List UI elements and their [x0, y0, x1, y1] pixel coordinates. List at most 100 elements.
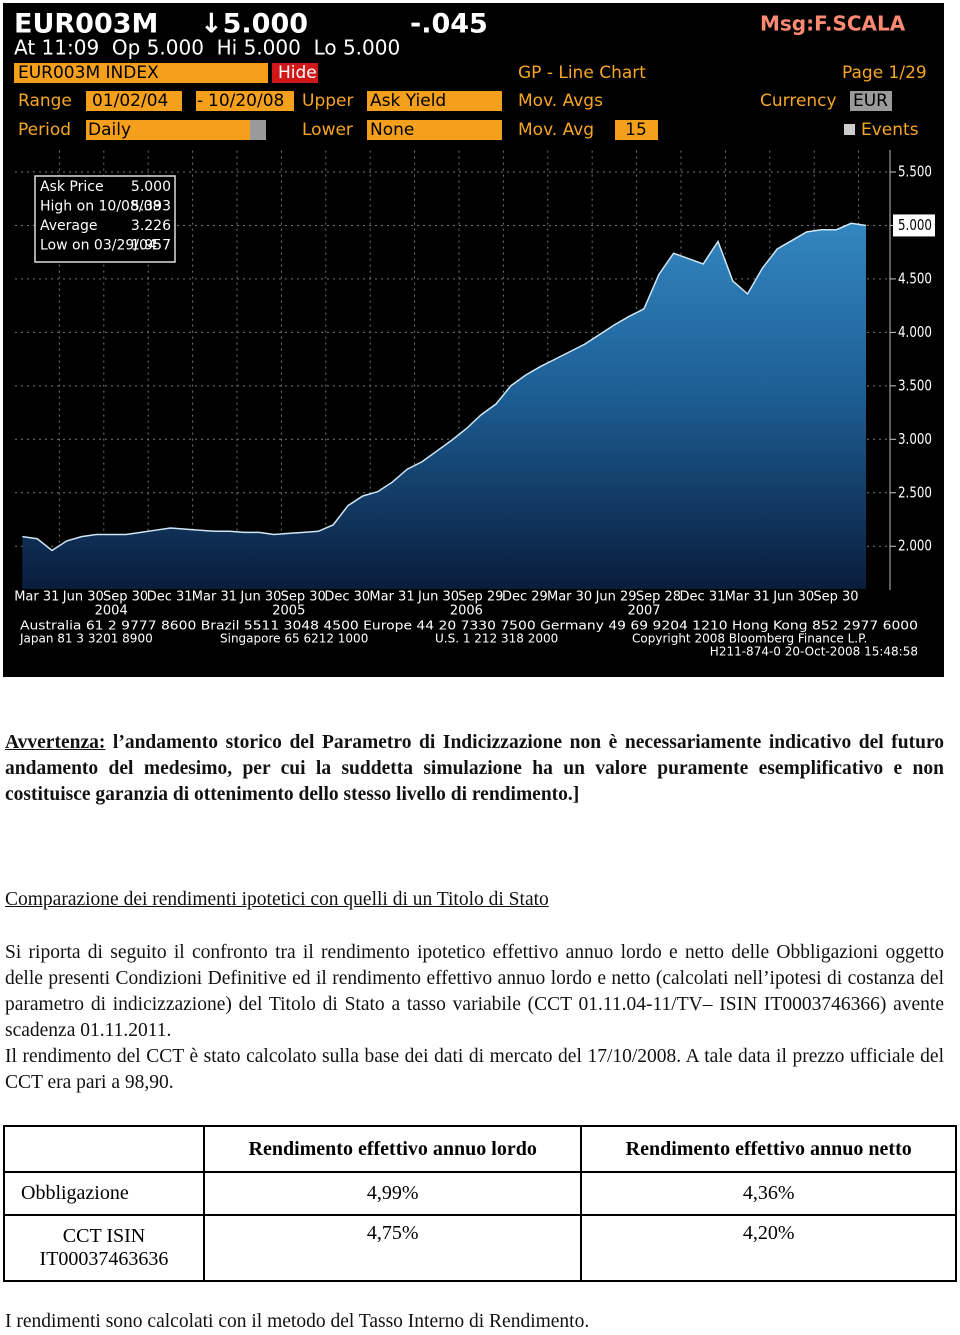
- year-label: 2007: [627, 604, 660, 619]
- y-tick-label: 2.500: [898, 483, 932, 501]
- x-tick-label: Jun 30: [239, 590, 281, 605]
- dropdown[interactable]: [250, 120, 266, 140]
- note: I rendimenti sono calcolati con il metod…: [5, 1311, 590, 1332]
- field-bg: [14, 63, 268, 83]
- table: Rendimento effettivo annuo lordo Rendime…: [3, 1125, 957, 1282]
- button-bg[interactable]: [272, 63, 318, 83]
- change: -.045: [410, 9, 488, 40]
- field[interactable]: 10/20/08: [208, 91, 284, 111]
- field-bg[interactable]: [850, 91, 892, 111]
- x-tick-label: Jun 30: [62, 590, 104, 605]
- section-title: Comparazione dei rendimenti ipotetici co…: [5, 887, 944, 913]
- stat-value: 5.393: [131, 199, 171, 215]
- field[interactable]: None: [370, 120, 414, 140]
- x-tick-label: Jun 29: [595, 590, 637, 605]
- security: EUR003M INDEX: [18, 63, 159, 83]
- field-bg[interactable]: [615, 120, 658, 140]
- y-tick-label: 3.500: [898, 376, 932, 394]
- footer-line: Japan 81 3 3201 8900: [19, 632, 153, 646]
- paragraph: Il rendimento del CCT è stato calcolato …: [5, 1046, 944, 1093]
- x-tick-label: Dec 31: [680, 590, 726, 605]
- quote-line: At 11:09 Op 5.000 Hi 5.000 Lo 5.000: [14, 36, 400, 60]
- stats-box: Ask Price 5.000 High on 10/08/085.393 Avera…: [34, 175, 176, 263]
- warning: Avvertenza: l’andamento storico del Para…: [5, 730, 944, 808]
- x-tick-label: Jun 30: [772, 590, 814, 605]
- label: Events: [861, 120, 919, 140]
- paragraph: Si riporta di seguito il confronto tra i…: [5, 942, 944, 1041]
- x-tick-label: Jun 30: [417, 590, 459, 605]
- field[interactable]: 01/02/04: [92, 91, 168, 111]
- x-tick-label: Mar 30: [547, 590, 592, 605]
- field-bg[interactable]: [86, 120, 250, 140]
- footer: Australia 61 2 9777 8600 Brazil 5511 304…: [19, 619, 918, 659]
- stat-value: 5.000: [131, 179, 171, 195]
- stat-label: Low on 03/29/04: [40, 238, 157, 254]
- label: Period: [18, 120, 71, 140]
- body: Si riporta di seguito il confronto tra i…: [5, 940, 944, 1096]
- x-tick-label: Sep 30: [813, 590, 858, 605]
- x-tick-label: Sep 29: [458, 590, 503, 605]
- x-tick-label: Mar 31: [725, 590, 770, 605]
- msg: Msg:F.SCALA: [760, 12, 906, 36]
- cell: 4,99%: [202, 1171, 583, 1216]
- field[interactable]: Daily: [88, 120, 131, 140]
- stats-bg: [34, 175, 176, 263]
- stat-value: 3.226: [131, 218, 171, 234]
- row-header: CCT ISIN IT00037463636: [3, 1214, 205, 1282]
- label: Lower: [302, 120, 353, 140]
- warning-label: Avvertenza:: [5, 732, 106, 753]
- field-bg[interactable]: [367, 120, 502, 140]
- x-tick-label: Dec 30: [324, 590, 370, 605]
- footer-line: U.S. 1 212 318 2000: [435, 632, 558, 646]
- label: Mov. Avg: [518, 120, 594, 140]
- field[interactable]: Ask Yield: [370, 91, 446, 111]
- page: Page 1/29: [842, 63, 927, 83]
- terminal: EUR003M ↓5.000 -.045 Msg:F.SCALA At 11:0…: [3, 3, 944, 677]
- column-header: Rendimento effettivo annuo netto: [580, 1125, 957, 1173]
- y-tick-label: 3.000: [898, 430, 932, 448]
- row-header: Obbligazione: [3, 1171, 205, 1216]
- x-tick-label: Dec 31: [147, 590, 193, 605]
- price: ↓5.000: [200, 9, 308, 40]
- warning-text: l’andamento storico del Parametro di Ind…: [5, 732, 945, 805]
- label: Mov. Avgs: [518, 91, 603, 111]
- hide-button[interactable]: Hide: [278, 63, 317, 83]
- field-bg: [196, 91, 206, 111]
- year-label: 2006: [450, 604, 483, 619]
- column-header: Rendimento effettivo annuo lordo: [202, 1125, 583, 1173]
- label: Currency: [760, 91, 837, 111]
- cell: 4,20%: [580, 1214, 957, 1282]
- x-tick-label: Mar 31: [369, 590, 414, 605]
- cell: 4,75%: [202, 1214, 583, 1282]
- footer-line: Copyright 2008 Bloomberg Finance L.P.: [632, 632, 867, 646]
- y-tick-label: 4.000: [898, 323, 932, 341]
- stat-value: 1.957: [131, 238, 171, 254]
- year-label: 2005: [272, 604, 305, 619]
- ticker: EUR003M: [14, 9, 158, 40]
- label: Upper: [302, 91, 353, 111]
- cell: 4,36%: [580, 1171, 957, 1216]
- field-bg[interactable]: [86, 91, 182, 111]
- x-tick-label: Mar 31: [192, 590, 237, 605]
- x-tick-label: Sep 30: [103, 590, 148, 605]
- x-tick-label: Sep 30: [281, 590, 326, 605]
- year-label: 2004: [95, 604, 128, 619]
- x-tick-label: Dec 29: [502, 590, 548, 605]
- current-value-box: [893, 214, 935, 237]
- field[interactable]: EUR: [853, 91, 888, 111]
- x-tick-label: Sep 28: [636, 590, 681, 605]
- y-tick-label: 2.000: [898, 537, 932, 555]
- x-tick-label: Mar 31: [14, 590, 59, 605]
- checkbox[interactable]: [844, 124, 855, 135]
- stat-label: Average: [40, 218, 98, 234]
- field-bg[interactable]: [204, 91, 294, 111]
- area-line: [22, 222, 867, 552]
- footer-line: H211-874-0 20-Oct-2008 15:48:58: [710, 645, 918, 659]
- field-bg[interactable]: [367, 91, 502, 111]
- corner-cell: [3, 1125, 205, 1173]
- function: GP - Line Chart: [518, 63, 646, 83]
- footer-line: Australia 61 2 9777 8600 Brazil 5511 304…: [20, 619, 918, 633]
- y-tick-label: 5.500: [898, 162, 932, 180]
- field[interactable]: 15: [625, 120, 647, 140]
